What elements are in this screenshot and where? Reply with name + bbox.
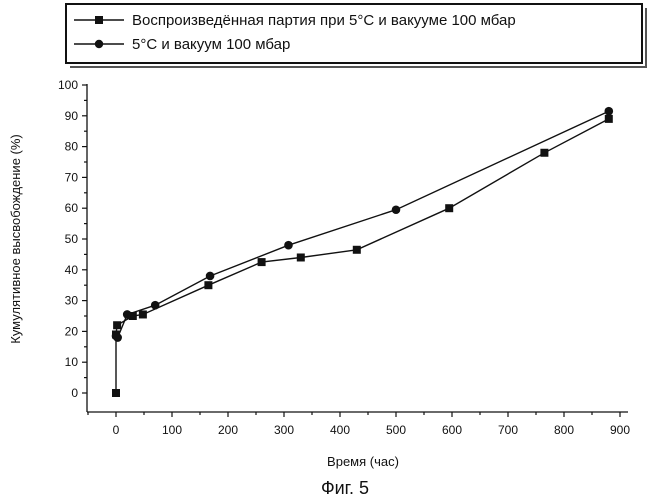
figure-caption: Фиг. 5 xyxy=(321,478,369,498)
x-tick-label: 700 xyxy=(498,423,518,437)
data-point-square xyxy=(445,204,454,213)
y-tick-label: 40 xyxy=(65,263,79,277)
x-tick-label: 100 xyxy=(162,423,182,437)
series-line-square xyxy=(115,118,610,393)
x-tick-label: 0 xyxy=(113,423,120,437)
data-point-square xyxy=(138,310,147,319)
data-point-circle xyxy=(391,205,401,215)
data-point-circle xyxy=(150,300,160,310)
data-point-square xyxy=(128,312,137,320)
y-tick-label: 60 xyxy=(65,201,79,215)
legend-shadow xyxy=(70,8,647,68)
y-tick-label: 20 xyxy=(65,324,79,338)
data-point-square xyxy=(112,389,120,397)
x-axis-title: Время (час) xyxy=(327,454,399,469)
legend-entry-square: Воспроизведённая партия при 5°C и вакуум… xyxy=(74,12,516,29)
data-point-square xyxy=(540,148,549,157)
data-point-square xyxy=(113,321,122,330)
data-point-circle xyxy=(284,240,293,250)
x-tick-label: 600 xyxy=(442,423,462,437)
y-tick-label: 50 xyxy=(65,232,79,246)
legend-entry-circle: 5°C и вакуум 100 мбар xyxy=(74,36,290,53)
legend: Воспроизведённая партия при 5°C и вакуум… xyxy=(65,3,647,68)
data-point-circle xyxy=(604,106,614,116)
data-point-circle xyxy=(113,333,122,342)
series-group xyxy=(111,106,614,397)
legend-box xyxy=(65,3,643,64)
y-axis-title: Кумулятивное высвобождение (%) xyxy=(8,134,23,344)
y-tick-label: 30 xyxy=(65,294,79,308)
data-point-circle xyxy=(205,271,215,281)
data-point-square xyxy=(296,253,305,262)
data-point-square xyxy=(204,281,213,290)
series-line-circle xyxy=(115,110,610,339)
legend-label-circle: 5°C и вакуум 100 мбар xyxy=(132,36,290,53)
y-tick-label: 90 xyxy=(65,109,79,123)
data-point-square xyxy=(257,258,266,267)
y-ticks: 0 10 20 30 40 50 60 70 80 90 100 xyxy=(58,78,87,400)
data-point-square xyxy=(352,245,361,254)
legend-marker-circle xyxy=(94,39,104,49)
series-circle xyxy=(111,106,614,342)
x-tick-label: 300 xyxy=(274,423,294,437)
y-tick-label: 80 xyxy=(65,140,79,154)
x-tick-label: 400 xyxy=(330,423,350,437)
y-tick-label: 10 xyxy=(65,355,79,369)
x-tick-label: 500 xyxy=(386,423,406,437)
data-point-square xyxy=(604,114,613,123)
x-tick-label: 900 xyxy=(610,423,630,437)
x-tick-label: 200 xyxy=(218,423,238,437)
legend-marker-square xyxy=(95,16,103,24)
y-tick-label: 0 xyxy=(71,386,78,400)
legend-label-square: Воспроизведённая партия при 5°C и вакуум… xyxy=(132,12,516,29)
y-tick-label: 100 xyxy=(58,78,78,92)
y-tick-label: 70 xyxy=(65,170,79,184)
data-point-circle xyxy=(122,310,132,319)
x-ticks: 0 100 200 300 400 500 600 700 800 900 xyxy=(87,412,630,437)
series-square xyxy=(112,114,613,397)
axes: 0 100 200 300 400 500 600 700 800 900 0 10 20 30 40 50… xyxy=(58,78,630,437)
x-tick-label: 800 xyxy=(554,423,574,437)
